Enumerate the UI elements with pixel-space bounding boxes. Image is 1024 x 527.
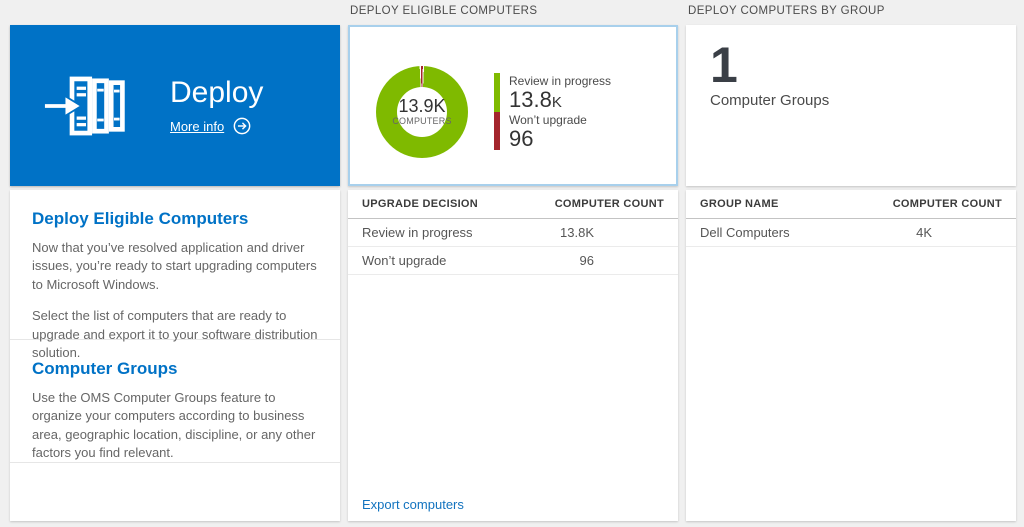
deploy-books-arrow-icon xyxy=(44,76,125,135)
section-paragraph: Now that you’ve resolved application and… xyxy=(32,240,317,292)
donut-center: 13.9K COMPUTERS xyxy=(392,86,451,137)
panel-header-deploy-eligible-computers: DEPLOY ELIGIBLE COMPUTERS xyxy=(350,5,538,17)
column-header-computer-count: COMPUTER COUNT xyxy=(554,198,664,210)
column-header-upgrade-decision: UPGRADE DECISION xyxy=(362,198,479,210)
table-row[interactable]: Won’t upgrade 96 xyxy=(348,247,678,275)
deploy-tile-text: Deploy More info xyxy=(170,76,263,135)
upgrade-decision-table: UPGRADE DECISION COMPUTER COUNT Review i… xyxy=(348,190,678,521)
section-heading: Deploy Eligible Computers xyxy=(32,209,249,228)
donut-chart[interactable]: 13.9K COMPUTERS xyxy=(376,65,468,158)
group-count-value: 1 xyxy=(710,37,738,93)
export-computers-link[interactable]: Export computers xyxy=(362,497,464,512)
section-paragraph: Select the list of computers that are re… xyxy=(32,308,318,361)
legend-swatch-red xyxy=(494,111,500,150)
computer-groups-summary-tile[interactable]: 1 Computer Groups xyxy=(686,25,1016,186)
column-header-computer-count: COMPUTER COUNT xyxy=(892,198,1002,210)
panel-header-deploy-computers-by-group: DEPLOY COMPUTERS BY GROUP xyxy=(688,5,885,17)
legend-label: Won’t upgrade xyxy=(509,112,587,127)
table-header: GROUP NAME COMPUTER COUNT xyxy=(686,190,1016,219)
count-bar xyxy=(604,229,664,237)
table-header: UPGRADE DECISION COMPUTER COUNT xyxy=(348,190,678,219)
section-heading: Computer Groups xyxy=(32,359,178,378)
legend-value: 96 xyxy=(509,125,534,151)
legend-label: Review in progress xyxy=(509,74,612,89)
more-info-arrow-icon[interactable] xyxy=(233,117,251,135)
section-empty xyxy=(10,463,340,521)
more-info-link[interactable]: More info xyxy=(170,118,225,134)
legend-value: 13.8K xyxy=(509,87,562,113)
left-column: Deploy More info Deploy Eligible Compute… xyxy=(10,0,340,521)
legend-item-wont-upgrade: Won’t upgrade 96 xyxy=(494,111,611,151)
donut-legend: Review in progress 13.8K Won’t upgrade 9… xyxy=(494,73,612,151)
middle-column: DEPLOY ELIGIBLE COMPUTERS 13.9K COMPUTER… xyxy=(348,0,678,521)
section-deploy-eligible-computers: Deploy Eligible Computers Now that you’v… xyxy=(10,190,340,360)
deploy-tile[interactable]: Deploy More info xyxy=(10,25,340,186)
legend-swatch-green xyxy=(494,73,500,112)
count-bar xyxy=(942,229,1002,237)
legend-item-review-in-progress: Review in progress 13.8K xyxy=(494,73,612,113)
table-row[interactable]: Dell Computers 4K xyxy=(686,219,1016,247)
section-computer-groups: Computer Groups Use the OMS Computer Gro… xyxy=(10,340,340,463)
column-header-group-name: GROUP NAME xyxy=(700,198,779,210)
group-name-table: GROUP NAME COMPUTER COUNT Dell Computers… xyxy=(686,190,1016,521)
count-bar xyxy=(604,257,664,265)
group-count-label: Computer Groups xyxy=(710,91,830,109)
deploy-tile-title: Deploy xyxy=(170,76,264,109)
right-column: DEPLOY COMPUTERS BY GROUP 1 Computer Gro… xyxy=(686,0,1016,521)
donut-total-label: COMPUTERS xyxy=(392,116,452,127)
donut-total-value: 13.9K xyxy=(398,95,446,116)
deploy-info-card: Deploy Eligible Computers Now that you’v… xyxy=(10,190,340,521)
table-row[interactable]: Review in progress 13.8K xyxy=(348,219,678,247)
left-column-header-spacer xyxy=(10,0,340,25)
eligible-computers-chart-tile[interactable]: 13.9K COMPUTERS Review in progress 13.8K… xyxy=(348,25,678,186)
section-paragraph: Use the OMS Computer Groups feature to o… xyxy=(32,390,316,461)
